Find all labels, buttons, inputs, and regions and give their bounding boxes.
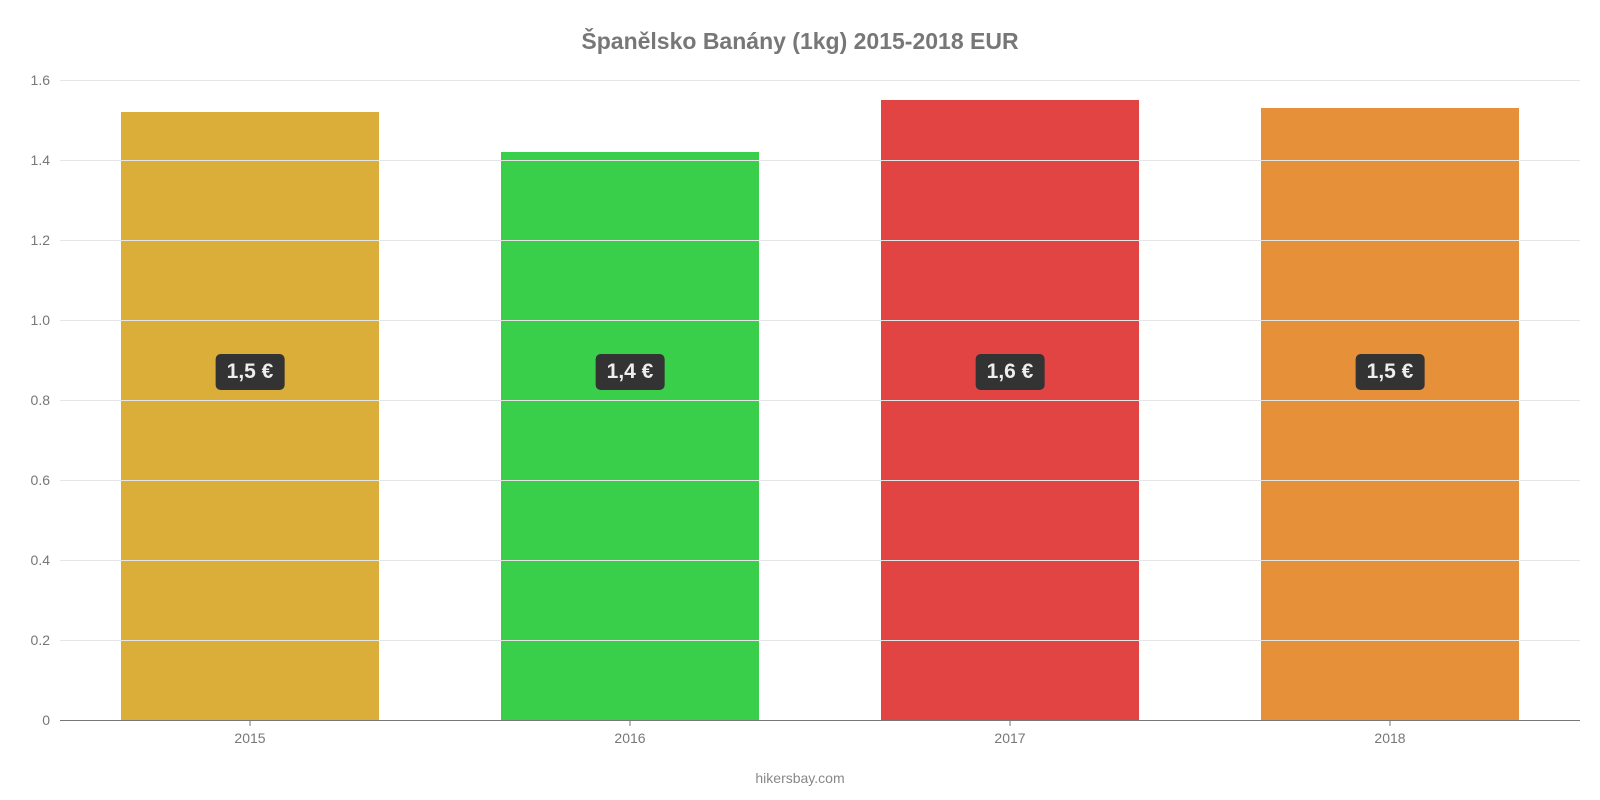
- x-tick-label: 2015: [234, 730, 265, 746]
- chart-title: Španělsko Banány (1kg) 2015-2018 EUR: [0, 28, 1600, 55]
- y-tick-label: 0.8: [31, 392, 50, 408]
- x-tick-label: 2016: [614, 730, 645, 746]
- value-badge: 1,6 €: [976, 354, 1045, 390]
- y-tick-label: 1.4: [31, 152, 50, 168]
- y-tick-label: 0.4: [31, 552, 50, 568]
- gridline: [60, 320, 1580, 321]
- bar: [121, 112, 379, 720]
- value-badge: 1,5 €: [216, 354, 285, 390]
- bar: [1261, 108, 1519, 720]
- bar: [501, 152, 759, 720]
- gridline: [60, 160, 1580, 161]
- y-tick-label: 0.2: [31, 632, 50, 648]
- gridline: [60, 560, 1580, 561]
- y-tick-label: 1.6: [31, 72, 50, 88]
- y-tick-label: 1.0: [31, 312, 50, 328]
- source-label: hikersbay.com: [0, 770, 1600, 786]
- value-badge: 1,5 €: [1356, 354, 1425, 390]
- x-tick-label: 2018: [1374, 730, 1405, 746]
- bar-chart: Španělsko Banány (1kg) 2015-2018 EUR 1,5…: [0, 0, 1600, 800]
- gridline: [60, 400, 1580, 401]
- y-tick-label: 0.6: [31, 472, 50, 488]
- y-tick-label: 0: [42, 712, 50, 728]
- y-tick-label: 1.2: [31, 232, 50, 248]
- bar: [881, 100, 1139, 720]
- plot-area: 1,5 €20151,4 €20161,6 €20171,5 €2018 00.…: [60, 80, 1580, 720]
- x-tick-label: 2017: [994, 730, 1025, 746]
- gridline: [60, 240, 1580, 241]
- y-baseline: [60, 720, 1580, 721]
- value-badge: 1,4 €: [596, 354, 665, 390]
- gridline: [60, 80, 1580, 81]
- gridline: [60, 480, 1580, 481]
- gridline: [60, 640, 1580, 641]
